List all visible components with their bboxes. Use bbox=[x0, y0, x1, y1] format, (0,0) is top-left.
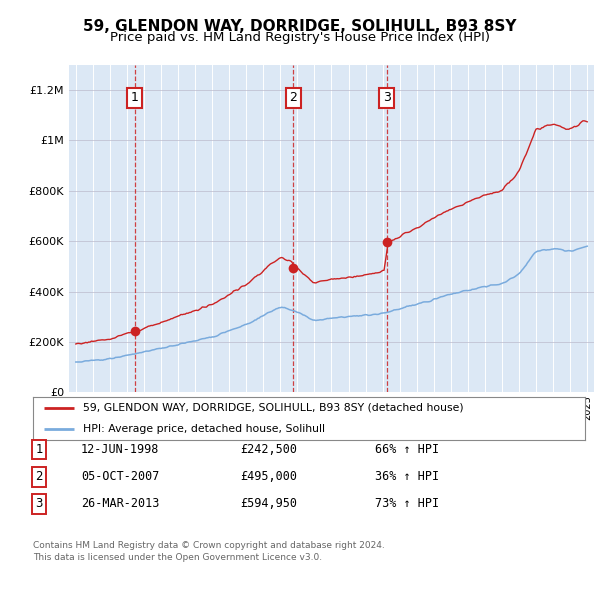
Text: 12-JUN-1998: 12-JUN-1998 bbox=[81, 443, 160, 456]
Text: 05-OCT-2007: 05-OCT-2007 bbox=[81, 470, 160, 483]
Text: 66% ↑ HPI: 66% ↑ HPI bbox=[375, 443, 439, 456]
Text: HPI: Average price, detached house, Solihull: HPI: Average price, detached house, Soli… bbox=[83, 424, 325, 434]
Text: 59, GLENDON WAY, DORRIDGE, SOLIHULL, B93 8SY (detached house): 59, GLENDON WAY, DORRIDGE, SOLIHULL, B93… bbox=[83, 403, 463, 412]
Text: Price paid vs. HM Land Registry's House Price Index (HPI): Price paid vs. HM Land Registry's House … bbox=[110, 31, 490, 44]
Text: Contains HM Land Registry data © Crown copyright and database right 2024.: Contains HM Land Registry data © Crown c… bbox=[33, 541, 385, 550]
Text: This data is licensed under the Open Government Licence v3.0.: This data is licensed under the Open Gov… bbox=[33, 553, 322, 562]
Text: 2: 2 bbox=[289, 91, 297, 104]
Text: 3: 3 bbox=[35, 497, 43, 510]
Text: 2: 2 bbox=[35, 470, 43, 483]
Text: 36% ↑ HPI: 36% ↑ HPI bbox=[375, 470, 439, 483]
Text: £495,000: £495,000 bbox=[240, 470, 297, 483]
Text: £242,500: £242,500 bbox=[240, 443, 297, 456]
Text: 59, GLENDON WAY, DORRIDGE, SOLIHULL, B93 8SY: 59, GLENDON WAY, DORRIDGE, SOLIHULL, B93… bbox=[83, 19, 517, 34]
Text: 26-MAR-2013: 26-MAR-2013 bbox=[81, 497, 160, 510]
Text: 1: 1 bbox=[131, 91, 139, 104]
Text: £594,950: £594,950 bbox=[240, 497, 297, 510]
Text: 1: 1 bbox=[35, 443, 43, 456]
Text: 73% ↑ HPI: 73% ↑ HPI bbox=[375, 497, 439, 510]
Text: 3: 3 bbox=[383, 91, 391, 104]
